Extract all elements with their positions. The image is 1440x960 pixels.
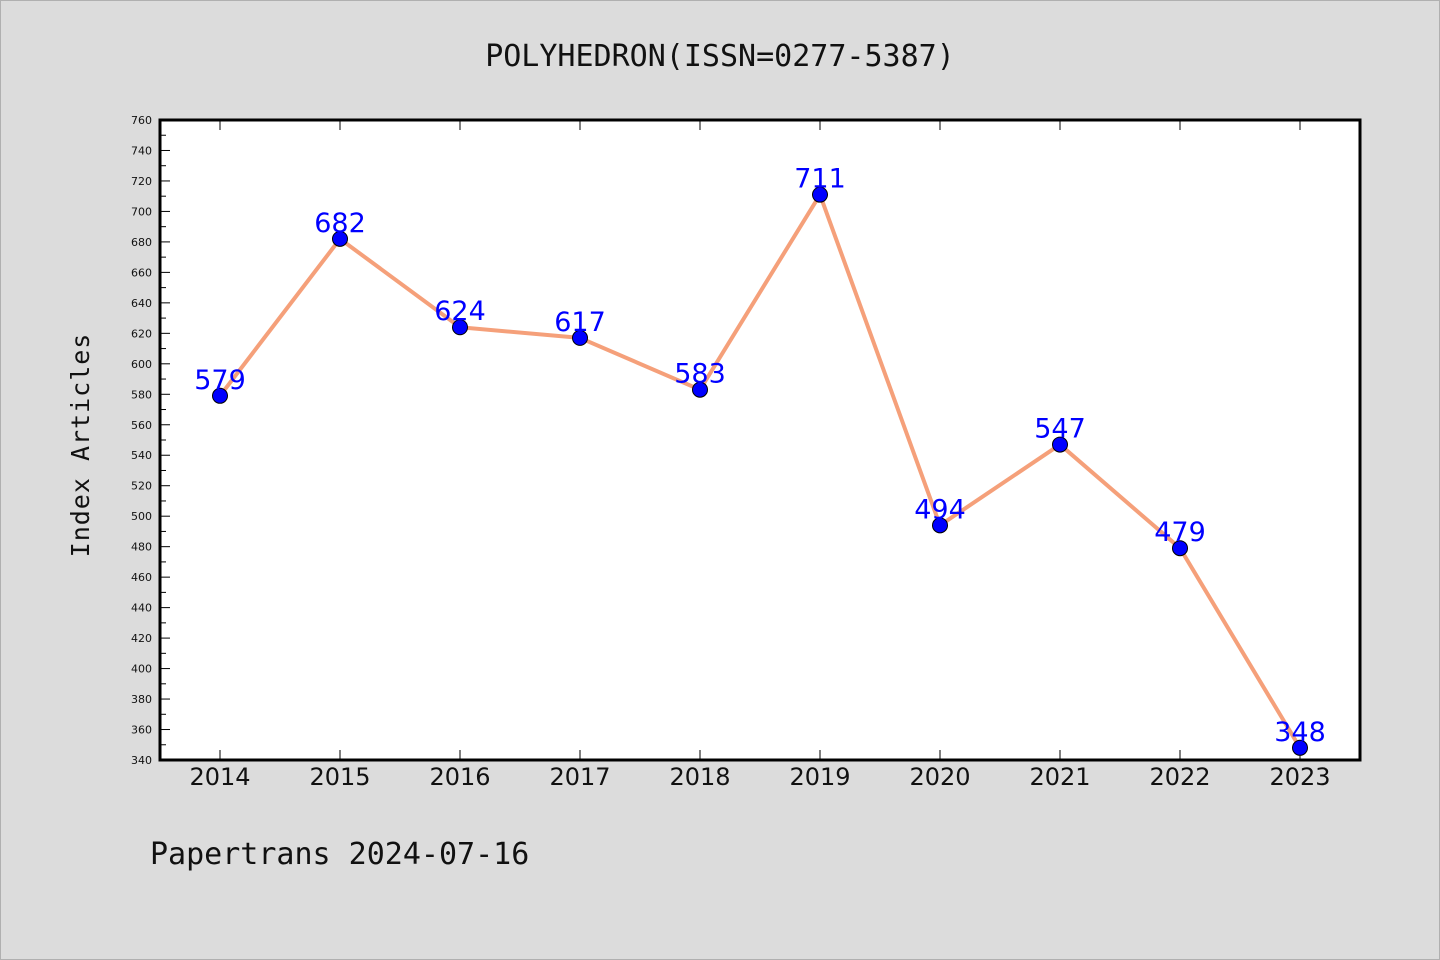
data-point-marker xyxy=(572,329,588,346)
y-tick-label: 480 xyxy=(131,541,152,554)
y-tick-label: 660 xyxy=(131,266,152,279)
y-tick-label: 340 xyxy=(131,754,152,767)
data-label: 479 xyxy=(1154,517,1206,548)
y-tick-label: 400 xyxy=(131,663,152,676)
data-point-marker xyxy=(212,387,228,404)
series-line xyxy=(218,192,1302,750)
y-tick-label: 500 xyxy=(131,510,152,523)
y-tick-label: 580 xyxy=(131,388,152,401)
plot-border xyxy=(158,118,1362,762)
y-tick-label: 460 xyxy=(131,571,152,584)
x-tick-label: 2020 xyxy=(909,763,970,791)
y-axis-label: Index Articles xyxy=(66,333,95,558)
data-point-marker xyxy=(1172,540,1188,557)
x-tick-label: 2014 xyxy=(189,763,250,791)
y-axis-ticks: 340 360 380 400 420 440 460 480 500 520 540 560 580 6… xyxy=(131,114,170,767)
x-tick-label: 2018 xyxy=(669,763,730,791)
data-label: 624 xyxy=(434,296,486,327)
x-tick-label: 2021 xyxy=(1029,763,1090,791)
y-tick-label: 520 xyxy=(131,480,152,493)
x-tick-label: 2015 xyxy=(309,763,370,791)
x-tick-label: 2022 xyxy=(1149,763,1210,791)
data-label: 494 xyxy=(914,494,966,525)
data-label: 583 xyxy=(674,359,726,390)
x-tick-label: 2023 xyxy=(1269,763,1330,791)
y-tick-label: 440 xyxy=(131,602,152,615)
y-tick-label: 600 xyxy=(131,358,152,371)
y-tick-label: 720 xyxy=(131,175,152,188)
y-tick-label: 640 xyxy=(131,297,152,310)
data-label: 711 xyxy=(794,164,846,195)
data-point-marker xyxy=(1052,436,1068,453)
data-markers xyxy=(212,186,1308,756)
data-point-marker xyxy=(452,319,468,336)
plot-area xyxy=(160,120,1360,760)
x-tick-label: 2017 xyxy=(549,763,610,791)
y-tick-label: 620 xyxy=(131,327,152,340)
chart-title: POLYHEDRON(ISSN=0277-5387) xyxy=(485,39,955,74)
y-tick-label: 760 xyxy=(131,114,152,127)
footer-text: Papertrans 2024-07-16 xyxy=(150,837,529,872)
data-labels: 579 682 624 617 583 711 494 547 479 348 xyxy=(194,164,1326,748)
y-tick-label: 560 xyxy=(131,419,152,432)
x-axis-ticks: 2014 2015 2016 2017 2018 2019 2020 2021 2022 2023 xyxy=(189,120,1331,791)
data-label: 579 xyxy=(194,365,246,396)
data-point-marker xyxy=(692,381,708,398)
y-tick-label: 740 xyxy=(131,144,152,157)
data-label: 682 xyxy=(314,208,366,239)
data-label: 348 xyxy=(1274,717,1326,748)
x-tick-label: 2016 xyxy=(429,763,490,791)
data-point-marker xyxy=(932,517,948,534)
y-tick-label: 700 xyxy=(131,205,152,218)
y-tick-label: 420 xyxy=(131,632,152,645)
y-tick-label: 680 xyxy=(131,236,152,249)
data-label: 547 xyxy=(1034,414,1086,445)
series-lines xyxy=(218,192,1302,750)
data-point-marker xyxy=(332,230,348,247)
x-tick-label: 2019 xyxy=(789,763,850,791)
data-point-marker xyxy=(1292,739,1308,756)
y-tick-label: 540 xyxy=(131,449,152,462)
data-point-marker xyxy=(812,186,828,203)
y-tick-label: 360 xyxy=(131,724,152,737)
y-tick-label: 380 xyxy=(131,693,152,706)
data-label: 617 xyxy=(554,307,606,338)
